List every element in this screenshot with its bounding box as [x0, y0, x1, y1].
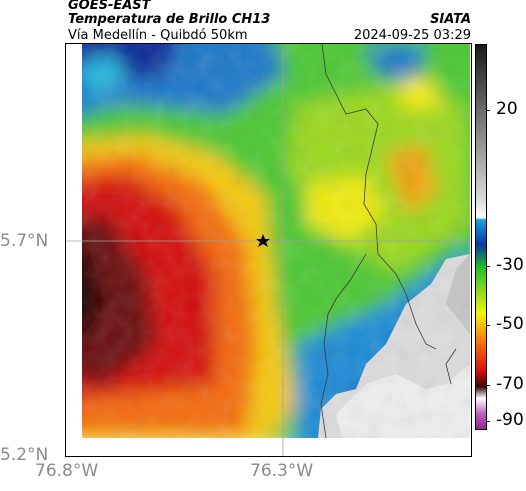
colorbar-label-minus30: -30 — [496, 255, 524, 275]
org-label: SIATA — [430, 12, 471, 27]
border-lines — [320, 44, 457, 439]
lon-label-76.3: 76.3°W — [250, 461, 314, 481]
colorbar-label-20: 20 — [496, 99, 518, 119]
lat-label-5.7: 5.7°N — [0, 231, 49, 251]
map-frame — [65, 43, 472, 457]
product-title: Temperatura de Brillo CH13 — [68, 12, 271, 27]
lon-label-76.8: 76.8°W — [35, 461, 99, 481]
colorbar-label-minus90: -90 — [496, 410, 524, 430]
route-subtitle: Vía Medellín - Quibdó 50km — [68, 28, 248, 43]
satellite-title: GOES-EAST — [68, 0, 151, 13]
colorbar-label-minus70: -70 — [496, 374, 524, 394]
colorbar-label-minus50: -50 — [496, 314, 524, 334]
colorbar — [475, 44, 487, 430]
lat-label-5.2: 5.2°N — [0, 445, 49, 465]
star-icon — [256, 234, 270, 247]
brightness-temperature-map — [66, 44, 470, 456]
map-raster — [66, 44, 470, 456]
datetime-label: 2024-09-25 03:29 — [353, 28, 471, 43]
